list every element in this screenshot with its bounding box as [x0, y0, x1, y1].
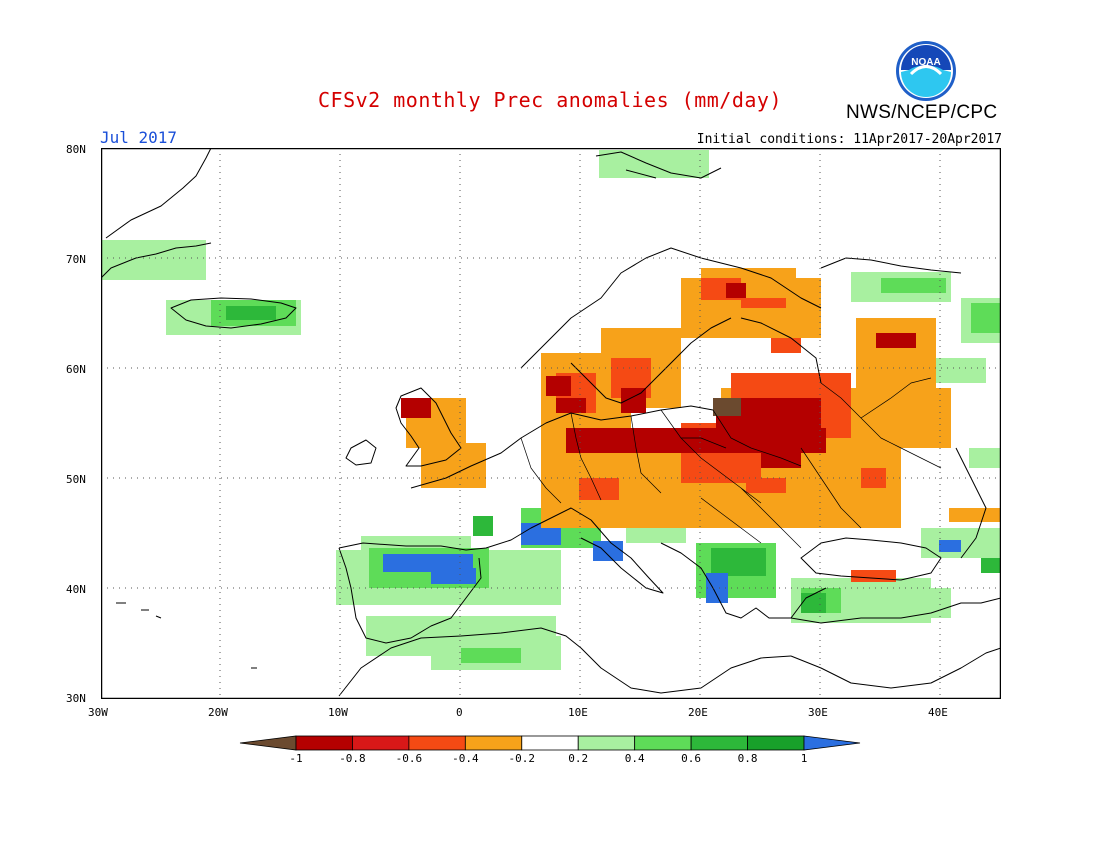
lat-label-80n: 80N	[66, 143, 86, 156]
colorbar-segment	[634, 735, 692, 751]
colorbar-segment	[352, 735, 410, 751]
lat-label-40n: 40N	[66, 583, 86, 596]
colorbar-segment	[408, 735, 466, 751]
lon-label-40e: 40E	[928, 706, 948, 719]
lat-label-50n: 50N	[66, 473, 86, 486]
lon-label-10w: 10W	[328, 706, 348, 719]
svg-text:NOAA: NOAA	[911, 57, 940, 68]
colorbar-tick-label: 0.4	[625, 752, 645, 765]
initial-conditions: Initial conditions: 11Apr2017-20Apr2017	[696, 132, 1002, 147]
anomaly-map	[101, 148, 1001, 699]
coastlines	[101, 148, 1001, 697]
colorbar-tick-label: 0.2	[568, 752, 588, 765]
map-title: CFSv2 monthly Prec anomalies (mm/day)	[317, 88, 783, 112]
colorbar-arrow-low	[239, 735, 297, 751]
lat-label-60n: 60N	[66, 363, 86, 376]
graticule	[101, 148, 1001, 699]
colorbar-segment	[521, 735, 579, 751]
map-frame	[101, 148, 1001, 699]
lon-label-20e: 20E	[688, 706, 708, 719]
lon-label-30w: 30W	[88, 706, 108, 719]
lon-label-30e: 30E	[808, 706, 828, 719]
colorbar-segment	[690, 735, 748, 751]
forecast-month: Jul 2017	[100, 128, 178, 147]
colorbar-tick-label: -1	[289, 752, 302, 765]
color-bar: -1 -0.8 -0.6 -0.4 -0.2 0.2 0.4 0.6 0.8 1	[239, 735, 861, 765]
colorbar-tick-label: -0.8	[339, 752, 366, 765]
colorbar-tick-label: -0.2	[509, 752, 536, 765]
colorbar-segment	[464, 735, 523, 751]
lon-label-20w: 20W	[208, 706, 228, 719]
colorbar-tick-label: 1	[801, 752, 808, 765]
lat-label-70n: 70N	[66, 253, 86, 266]
colorbar-segment	[577, 735, 636, 751]
colorbar-tick-label: 0.6	[681, 752, 701, 765]
noaa-logo: NOAA	[896, 41, 956, 101]
org-name: NWS/NCEP/CPC	[846, 102, 998, 123]
lat-label-30n: 30N	[66, 692, 86, 705]
colorbar-segment	[295, 735, 353, 751]
lon-label-0: 0	[456, 706, 463, 719]
colorbar-tick-label: 0.8	[738, 752, 758, 765]
colorbar-tick-label: -0.6	[396, 752, 423, 765]
colorbar-segment	[747, 735, 805, 751]
lon-label-10e: 10E	[568, 706, 588, 719]
colorbar-arrow-high	[803, 735, 861, 751]
colorbar-tick-label: -0.4	[452, 752, 479, 765]
anomaly-shading	[101, 150, 1001, 670]
